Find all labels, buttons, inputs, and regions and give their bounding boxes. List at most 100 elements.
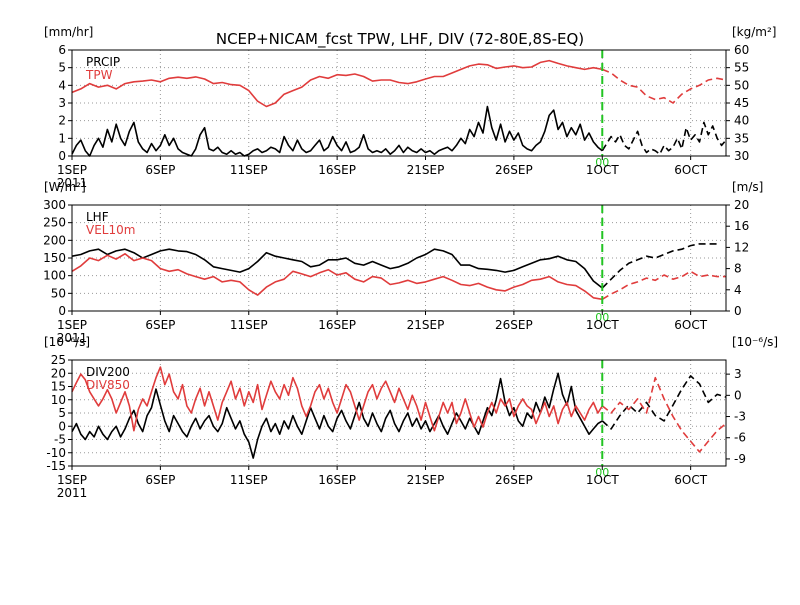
div-left-tick-label: 20 [51, 366, 66, 380]
div-div200-analysis-line [71, 372, 603, 459]
lhf-vel-legend-vel10m: VEL10m [86, 223, 135, 237]
div-x-tick-label: 11SEP [230, 473, 268, 487]
div-x-tick-label: 21SEP [407, 473, 445, 487]
precip-tpw-legend-tpw: TPW [85, 68, 113, 82]
div-forecast-start-label: 00 [595, 466, 609, 479]
lhf-vel-x-tick-label: 1SEP [57, 318, 87, 332]
div-left-unit: [10⁻⁶/s] [44, 335, 90, 349]
lhf-vel-left-tick-label: 150 [43, 251, 66, 265]
div-left-tick-label: -15 [46, 459, 66, 473]
precip-tpw-forecast-start-label: 00 [595, 156, 609, 169]
precip-tpw-left-tick-label: 4 [58, 78, 66, 92]
lhf-vel-left-tick-label: 100 [43, 269, 66, 283]
precip-tpw-prcip-forecast-line [601, 121, 727, 155]
precip-tpw-left-tick-label: 1 [58, 131, 66, 145]
precip-tpw-x-tick-label: 26SEP [495, 163, 533, 177]
precip-tpw-right-tick-label: 40 [734, 114, 749, 128]
precip-tpw-legend-prcip: PRCIP [86, 55, 120, 69]
lhf-vel-legend-lhf: LHF [86, 210, 109, 224]
lhf-vel-right-tick-label: 16 [734, 219, 749, 233]
precip-tpw-tpw-analysis-line [71, 59, 603, 108]
div-div850-forecast-line [601, 376, 727, 453]
div-right-tick-label: -6 [734, 431, 746, 445]
precip-tpw-x-tick-label: 21SEP [407, 163, 445, 177]
lhf-vel-right-tick-label: 8 [734, 262, 742, 276]
div-left-tick-label: 25 [51, 353, 66, 367]
precip-tpw-left-unit: [mm/hr] [44, 25, 93, 39]
lhf-vel-left-tick-label: 0 [58, 304, 66, 318]
lhf-vel-x-tick-label: 6OCT [674, 318, 707, 332]
precip-tpw-year-label: 2011 [57, 176, 88, 190]
lhf-vel-forecast-start-label: 00 [595, 311, 609, 324]
div-right-unit: [10⁻⁶/s] [732, 335, 778, 349]
div-x-tick-label: 16SEP [318, 473, 356, 487]
precip-tpw-tpw-forecast-line [601, 68, 727, 104]
precip-tpw-x-tick-label: 1OCT [586, 163, 619, 177]
lhf-vel-x-tick-label: 16SEP [318, 318, 356, 332]
div-x-tick-label: 6SEP [145, 473, 175, 487]
precip-tpw-right-tick-label: 60 [734, 43, 749, 57]
precip-tpw-x-tick-label: 1SEP [57, 163, 87, 177]
lhf-vel-right-unit: [m/s] [732, 180, 763, 194]
lhf-vel-right-tick-label: 4 [734, 283, 742, 297]
lhf-vel-lhf-analysis-line [71, 248, 603, 289]
lhf-vel-x-tick-label: 26SEP [495, 318, 533, 332]
div-x-tick-label: 1OCT [586, 473, 619, 487]
lhf-vel-left-unit: [W/m²] [44, 180, 86, 194]
lhf-vel-left-tick-label: 250 [43, 216, 66, 230]
lhf-vel-right-tick-label: 20 [734, 198, 749, 212]
precip-tpw-x-tick-label: 16SEP [318, 163, 356, 177]
div-legend-div200: DIV200 [86, 365, 130, 379]
precip-tpw-right-tick-label: 50 [734, 78, 749, 92]
div-left-tick-label: 15 [51, 380, 66, 394]
precip-tpw-left-tick-label: 3 [58, 96, 66, 110]
lhf-vel-x-tick-label: 1OCT [586, 318, 619, 332]
div-div850-analysis-line [71, 366, 603, 432]
div-left-tick-label: 0 [58, 419, 66, 433]
lhf-vel-left-tick-label: 50 [51, 286, 66, 300]
div-year-label: 2011 [57, 486, 88, 500]
precip-tpw-left-tick-label: 2 [58, 114, 66, 128]
lhf-vel-left-tick-label: 300 [43, 198, 66, 212]
lhf-vel-vel10m-forecast-line [601, 270, 726, 300]
lhf-vel-year-label: 2011 [57, 331, 88, 345]
lhf-vel-lhf-forecast-line [601, 243, 718, 289]
div-x-tick-label: 26SEP [495, 473, 533, 487]
div-legend-div850: DIV850 [86, 378, 130, 392]
lhf-vel-vel10m-analysis-line [71, 253, 603, 301]
div-right-tick-label: 0 [734, 388, 742, 402]
precip-tpw-left-tick-label: 5 [58, 61, 66, 75]
precip-tpw-prcip-analysis-line [71, 105, 603, 157]
precip-tpw-left-tick-label: 0 [58, 149, 66, 163]
chart-title: NCEP+NICAM_fcst TPW, LHF, DIV (72-80E,8S… [216, 30, 584, 49]
precip-tpw-x-tick-label: 11SEP [230, 163, 268, 177]
div-left-tick-label: -10 [46, 446, 66, 460]
precip-tpw-right-tick-label: 30 [734, 149, 749, 163]
div-right-tick-label: -9 [734, 452, 746, 466]
lhf-vel-left-tick-label: 200 [43, 233, 66, 247]
div-left-tick-label: 5 [58, 406, 66, 420]
precip-tpw-x-tick-label: 6OCT [674, 163, 707, 177]
div-x-tick-label: 6OCT [674, 473, 707, 487]
div-div200-forecast-line [601, 375, 727, 430]
precip-tpw-frame [71, 49, 727, 157]
div-x-tick-label: 1SEP [57, 473, 87, 487]
precip-tpw-right-tick-label: 55 [734, 61, 749, 75]
lhf-vel-frame [71, 204, 727, 312]
precip-tpw-right-tick-label: 35 [734, 131, 749, 145]
lhf-vel-x-tick-label: 11SEP [230, 318, 268, 332]
lhf-vel-right-tick-label: 0 [734, 304, 742, 318]
precip-tpw-right-unit: [kg/m²] [732, 25, 776, 39]
div-right-tick-label: -3 [734, 410, 746, 424]
lhf-vel-x-tick-label: 6SEP [145, 318, 175, 332]
precip-tpw-x-tick-label: 6SEP [145, 163, 175, 177]
lhf-vel-x-tick-label: 21SEP [407, 318, 445, 332]
div-left-tick-label: 10 [51, 393, 66, 407]
div-left-tick-label: -5 [54, 433, 66, 447]
precip-tpw-left-tick-label: 6 [58, 43, 66, 57]
div-right-tick-label: 3 [734, 367, 742, 381]
lhf-vel-right-tick-label: 12 [734, 240, 749, 254]
precip-tpw-right-tick-label: 45 [734, 96, 749, 110]
